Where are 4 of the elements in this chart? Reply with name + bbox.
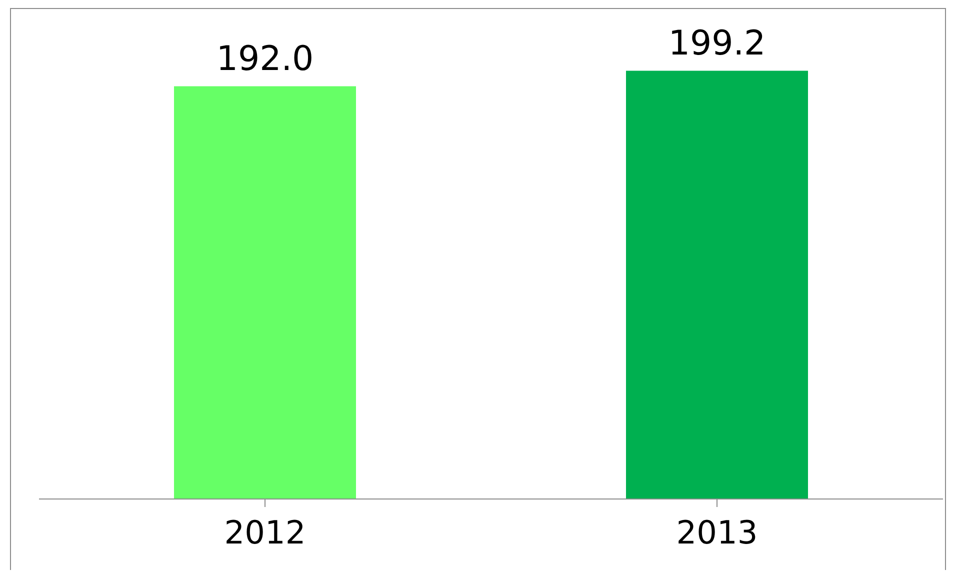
x-tick-label: 2013 bbox=[676, 514, 758, 552]
data-label: 199.2 bbox=[668, 24, 766, 64]
data-label: 192.0 bbox=[216, 39, 314, 80]
x-tick-label: 2012 bbox=[224, 514, 306, 552]
